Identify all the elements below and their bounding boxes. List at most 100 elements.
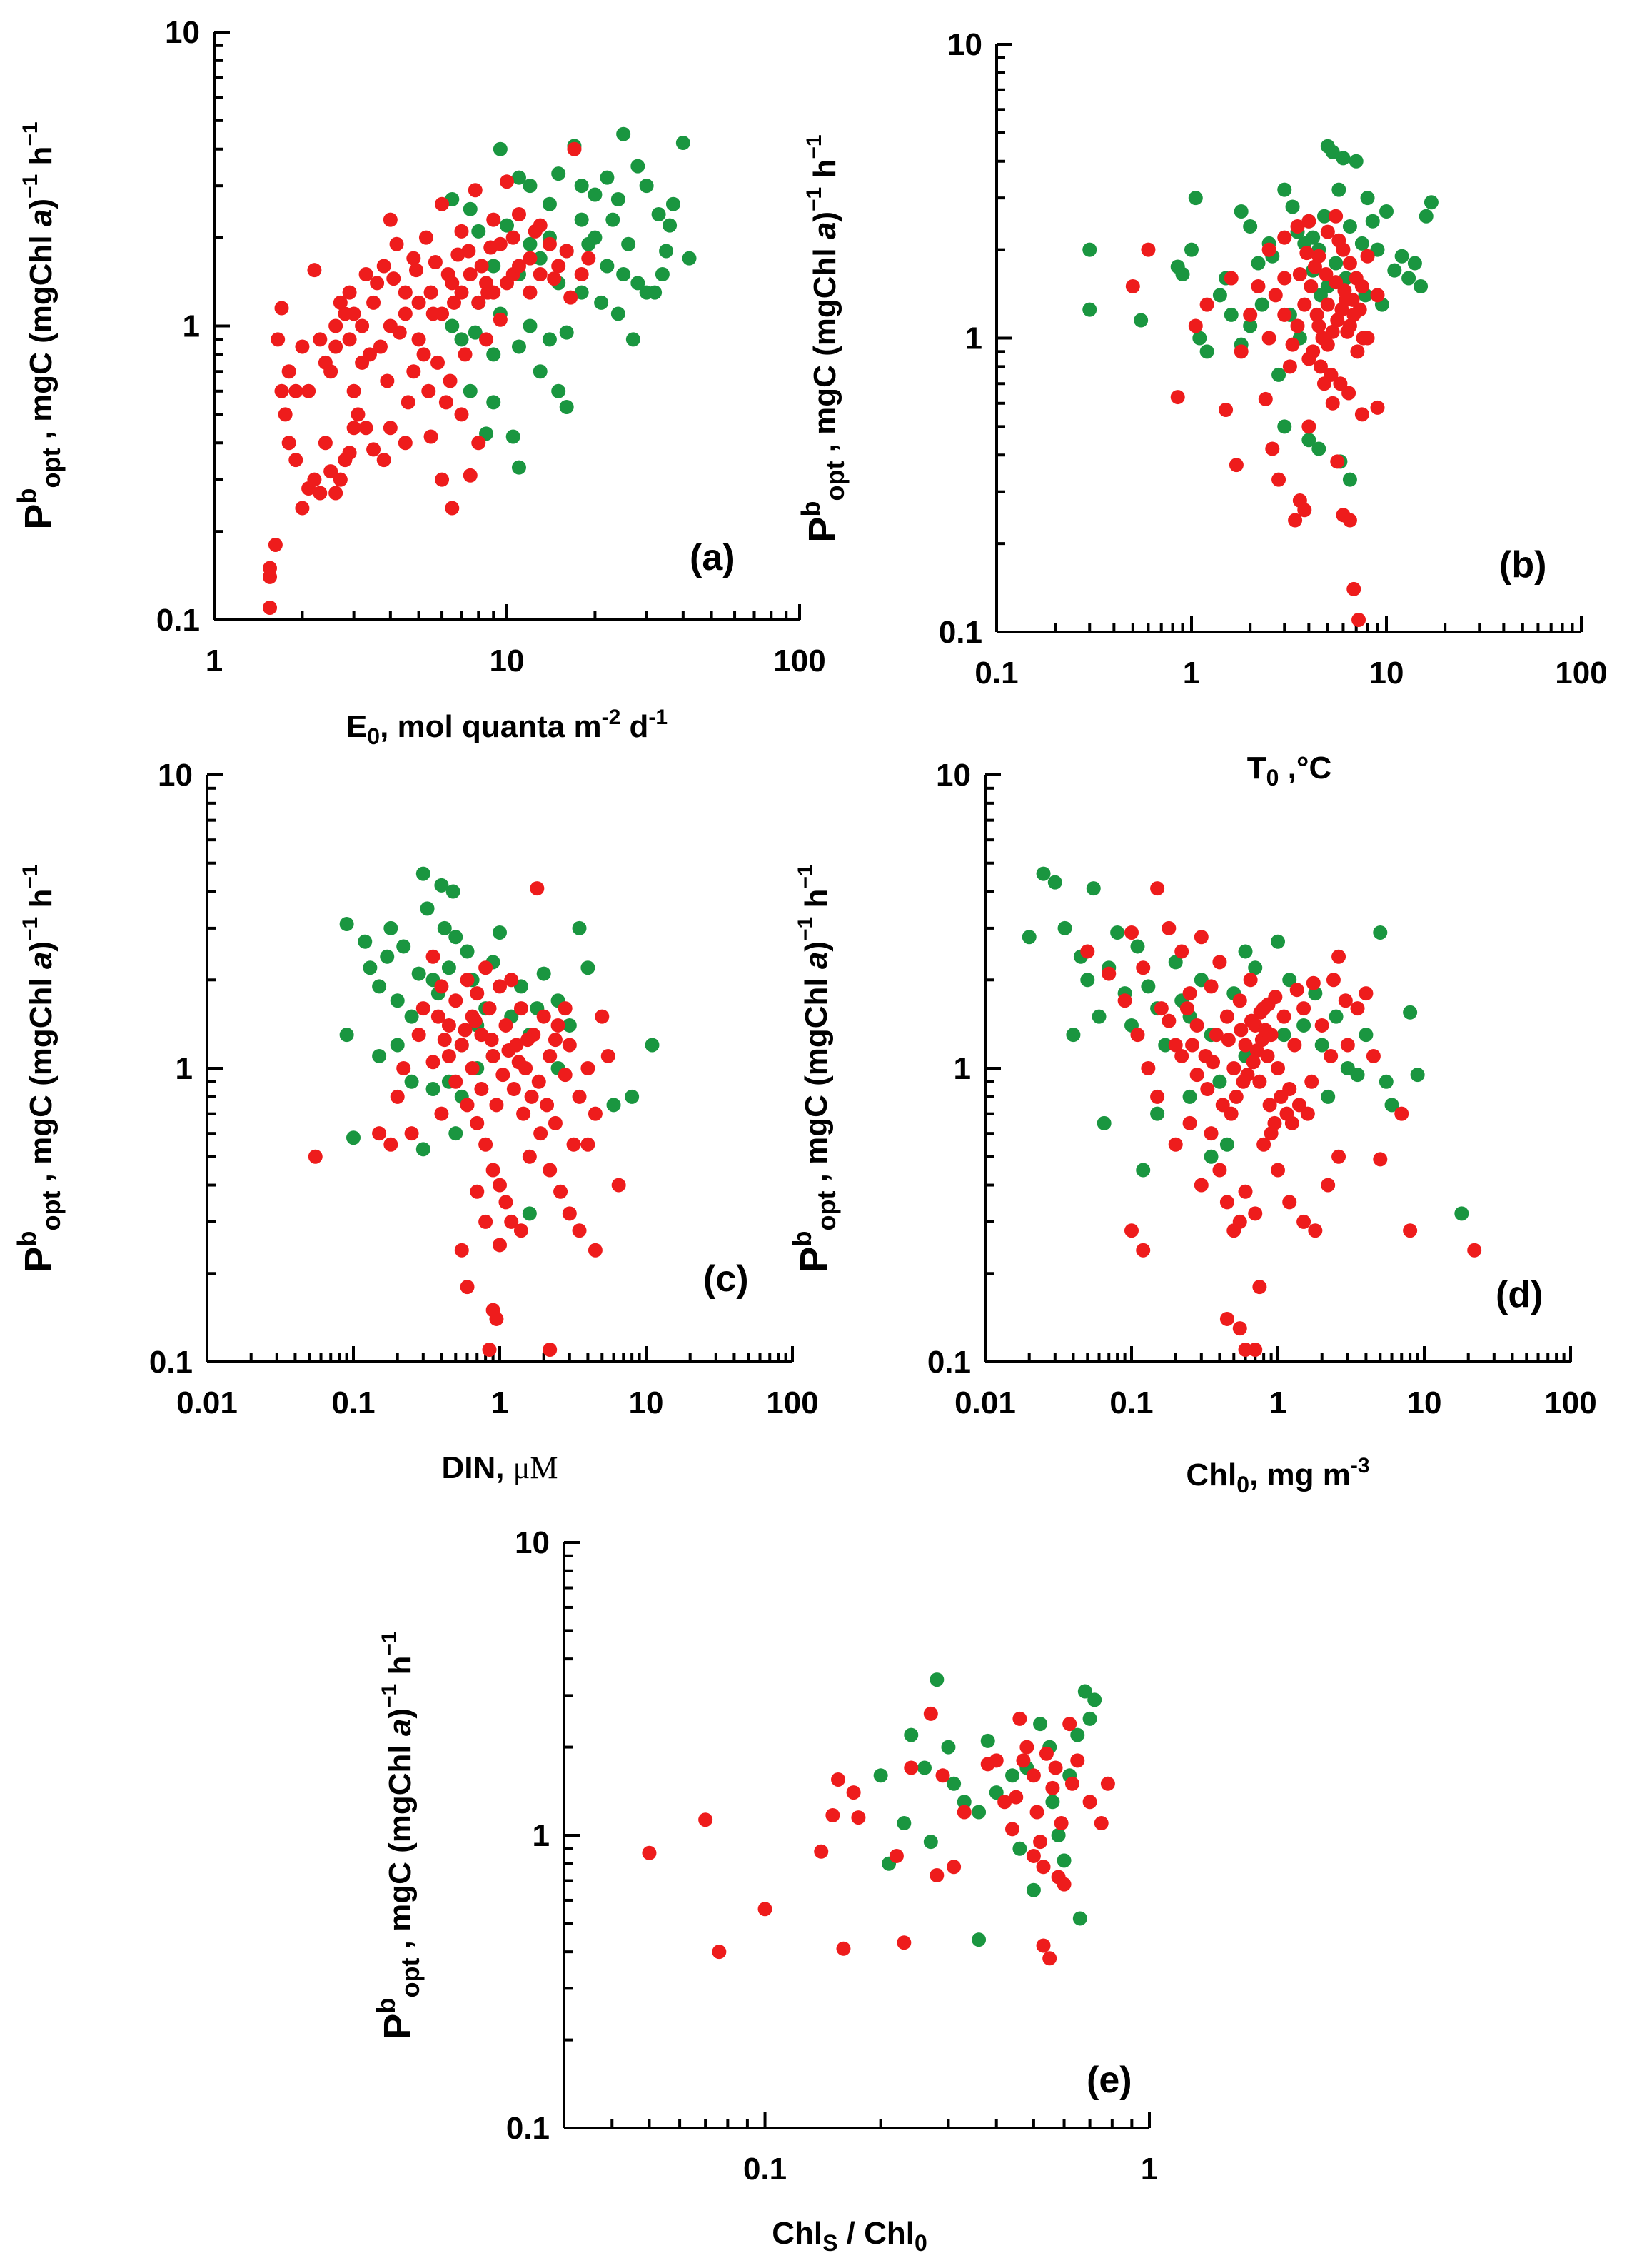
data-point-green <box>1212 288 1227 303</box>
data-point-green <box>1314 1038 1329 1053</box>
data-point-green <box>581 236 596 251</box>
data-point-green <box>941 1740 956 1755</box>
data-point-green <box>1212 1074 1227 1089</box>
data-point-red <box>543 1048 558 1063</box>
data-point-green <box>1379 1074 1394 1089</box>
data-point-red <box>1005 1822 1020 1837</box>
data-point-red <box>1229 458 1244 473</box>
data-point-green <box>404 1009 419 1024</box>
data-point-green <box>463 383 478 398</box>
data-point-red <box>889 1848 904 1863</box>
data-point-green <box>1316 209 1331 224</box>
data-point-red <box>1366 1048 1381 1063</box>
data-point-green <box>523 318 538 333</box>
data-point-green <box>1141 979 1156 994</box>
data-point-red <box>1042 1951 1057 1966</box>
data-point-red <box>1141 1061 1156 1075</box>
data-point-green <box>574 285 589 300</box>
data-point-red <box>288 383 303 398</box>
data-point-red <box>281 364 296 379</box>
data-point-red <box>520 1033 535 1048</box>
data-point-red <box>418 230 433 245</box>
data-point-red <box>1179 1001 1194 1016</box>
data-point-green <box>441 960 456 975</box>
x-tick-label: 0.1 <box>974 656 1018 691</box>
data-point-red <box>1290 318 1305 333</box>
data-point-red <box>437 1033 452 1048</box>
data-point-red <box>947 1860 962 1875</box>
data-point-green <box>1277 419 1292 434</box>
data-point-red <box>1039 1746 1054 1761</box>
data-point-red <box>454 407 469 422</box>
data-point-red <box>1350 344 1365 359</box>
data-point-red <box>543 1163 558 1178</box>
data-point-red <box>416 347 431 362</box>
data-point-red <box>493 979 507 994</box>
y-axis-title-a: Pbopt , mgC (mgChl a)−1 h−1 <box>12 121 66 529</box>
data-point-red <box>559 244 574 259</box>
data-point-red <box>1212 955 1227 970</box>
data-point-green <box>533 251 548 266</box>
data-point-red <box>1019 1740 1034 1755</box>
data-point-red <box>562 1206 577 1221</box>
data-point-green <box>580 960 595 975</box>
data-point-red <box>1297 297 1312 312</box>
data-point-green <box>663 218 678 233</box>
data-point-green <box>1224 307 1239 322</box>
x-tick-label: 100 <box>766 1385 818 1420</box>
data-point-green <box>873 1768 888 1783</box>
y-tick-label: 10 <box>158 758 193 793</box>
data-point-red <box>513 1001 528 1016</box>
data-point-green <box>1188 191 1203 206</box>
data-point-red <box>1301 214 1316 229</box>
data-point-red <box>1130 1028 1145 1043</box>
data-point-red <box>1219 402 1234 417</box>
data-point-red <box>463 468 478 483</box>
data-point-red <box>398 306 413 321</box>
data-point-green <box>980 1733 995 1748</box>
data-point-red <box>1244 1013 1259 1028</box>
data-point-red <box>1271 472 1286 487</box>
data-point-red <box>935 1768 950 1783</box>
data-point-red <box>1219 1195 1234 1210</box>
data-point-green <box>1248 960 1263 975</box>
data-point-red <box>1325 324 1340 339</box>
data-point-green <box>1082 302 1097 317</box>
data-point-red <box>1150 1089 1165 1104</box>
data-point-red <box>1154 1001 1169 1016</box>
data-point-red <box>486 285 501 300</box>
x-tick-label: 1 <box>1141 2152 1158 2187</box>
data-point-red <box>333 295 348 310</box>
data-point-red <box>383 212 398 227</box>
data-point-green <box>1276 1028 1291 1043</box>
data-point-red <box>1291 1098 1306 1113</box>
data-point-red <box>434 1106 449 1121</box>
data-point-red <box>513 1223 528 1238</box>
data-point-red <box>611 1178 626 1193</box>
data-point-green <box>1254 297 1269 312</box>
data-point-red <box>307 263 322 278</box>
data-point-green <box>471 224 486 239</box>
data-point-red <box>328 318 343 333</box>
data-point-red <box>415 1001 430 1016</box>
data-point-red <box>445 276 460 291</box>
data-point-red <box>1304 279 1319 294</box>
data-point-green <box>1359 1028 1374 1043</box>
data-point-red <box>1125 279 1140 294</box>
data-point-green <box>630 276 645 291</box>
data-point-green <box>1384 1098 1399 1113</box>
data-point-red <box>1277 230 1292 245</box>
data-point-red <box>1229 1089 1244 1104</box>
data-point-red <box>465 1061 480 1075</box>
data-point-green <box>616 126 631 141</box>
data-point-green <box>923 1835 938 1850</box>
data-point-red <box>1082 1795 1097 1810</box>
data-point-red <box>1313 359 1328 374</box>
data-point-red <box>595 1009 610 1024</box>
data-point-green <box>533 364 548 379</box>
data-point-green <box>605 212 620 227</box>
data-point-red <box>471 436 486 451</box>
data-point-green <box>486 347 501 362</box>
data-point-red <box>1221 1033 1236 1048</box>
